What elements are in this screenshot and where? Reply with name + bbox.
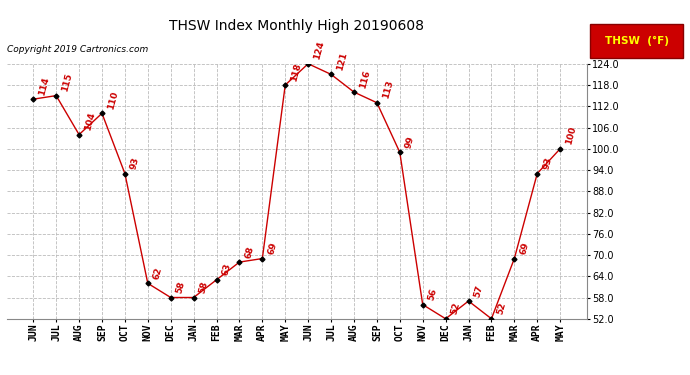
Text: 58: 58: [175, 280, 187, 295]
Text: THSW Index Monthly High 20190608: THSW Index Monthly High 20190608: [169, 19, 424, 33]
Text: 116: 116: [358, 69, 372, 89]
Text: 52: 52: [450, 302, 462, 316]
Text: 118: 118: [289, 62, 303, 82]
Text: 93: 93: [129, 156, 141, 171]
Text: 114: 114: [37, 76, 51, 96]
Text: 99: 99: [404, 135, 416, 150]
Text: 52: 52: [495, 302, 508, 316]
Text: 100: 100: [564, 126, 578, 146]
Text: 69: 69: [266, 241, 279, 256]
Text: 58: 58: [198, 280, 210, 295]
Text: THSW  (°F): THSW (°F): [604, 36, 669, 46]
Text: 104: 104: [83, 111, 97, 132]
Text: 56: 56: [427, 287, 439, 302]
Text: 113: 113: [381, 80, 395, 100]
Text: 63: 63: [221, 262, 233, 277]
Text: Copyright 2019 Cartronics.com: Copyright 2019 Cartronics.com: [7, 45, 148, 54]
Text: 57: 57: [473, 284, 484, 298]
Text: 62: 62: [152, 266, 164, 280]
Text: 93: 93: [542, 156, 553, 171]
Text: 115: 115: [60, 72, 74, 93]
Text: 124: 124: [313, 40, 326, 61]
Text: 69: 69: [518, 241, 531, 256]
Text: 121: 121: [335, 51, 348, 72]
Text: 68: 68: [244, 245, 255, 259]
Text: 110: 110: [106, 90, 119, 111]
